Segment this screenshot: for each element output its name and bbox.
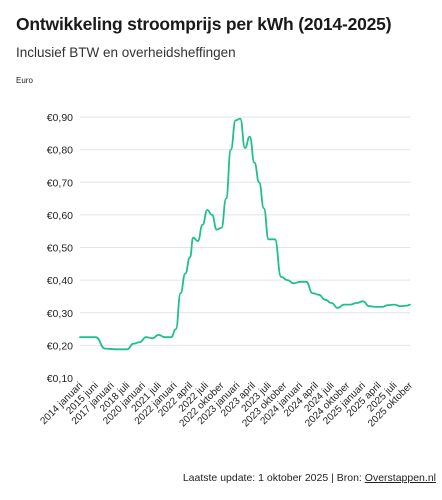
chart-title: Ontwikkeling stroomprijs per kWh (2014-2… [16, 14, 392, 34]
y-tick-label: €0,20 [47, 340, 73, 352]
y-tick-label: €0,70 [47, 177, 73, 189]
y-tick-label: €0,30 [47, 308, 73, 320]
y-tick-label: €0,40 [47, 275, 73, 287]
grid-lines [80, 116, 410, 346]
chart-subtitle: Inclusief BTW en overheidsheffingen [16, 45, 236, 60]
y-axis-ticks: €0,10 €0,20 €0,30 €0,40 €0,50 €0,60 €0,70 €0,80… [47, 112, 73, 385]
y-tick-label: €0,50 [47, 243, 73, 255]
y-axis-unit-label: Euro [16, 76, 33, 85]
footer-update-text: Laatste update: 1 oktober 2025 | Bron: [182, 472, 365, 484]
source-link[interactable]: Overstappen.nl [364, 472, 436, 484]
price-line [79, 117, 411, 351]
y-tick-label: €0,90 [47, 112, 73, 124]
footer-note: Laatste update: 1 oktober 2025 | Bron: O… [183, 472, 436, 484]
y-tick-label: €0,10 [47, 373, 73, 385]
y-tick-label: €0,80 [47, 145, 73, 157]
y-tick-label: €0,60 [47, 210, 73, 222]
